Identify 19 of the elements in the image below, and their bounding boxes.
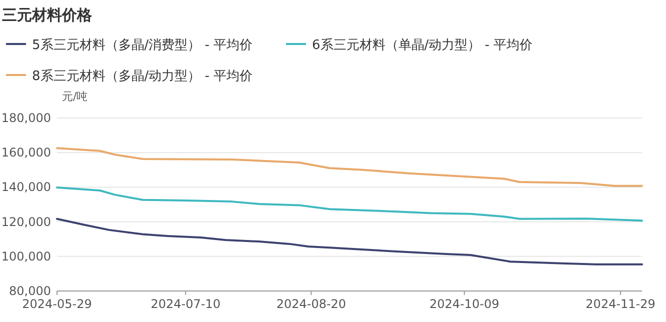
y-tick-label: 100,000 <box>1 249 51 264</box>
y-tick-label: 80,000 <box>9 284 51 298</box>
legend-label: 8系三元材料（多晶/动力型） - 平均价 <box>32 69 253 84</box>
x-tick-label: 2024-05-29 <box>22 297 92 311</box>
chart-title: 三元材料价格 <box>2 6 93 24</box>
x-tick-label: 2024-07-10 <box>150 297 221 311</box>
line-series <box>56 218 643 266</box>
line-series <box>56 147 643 187</box>
x-tick-label: 2024-10-09 <box>429 297 500 311</box>
line-series <box>56 186 643 222</box>
y-axis-title: 元/吨 <box>62 90 88 103</box>
y-tick-label: 140,000 <box>1 180 51 194</box>
legend-label: 5系三元材料（多晶/消费型） - 平均价 <box>32 38 253 53</box>
x-tick-label: 2024-11-29 <box>586 297 656 311</box>
x-tick-label: 2024-08-20 <box>276 297 346 311</box>
y-tick-label: 120,000 <box>1 214 51 229</box>
legend-label: 6系三元材料（单晶/动力型） - 平均价 <box>312 38 533 53</box>
y-tick-label: 160,000 <box>1 146 51 160</box>
y-tick-label: 180,000 <box>1 111 51 125</box>
